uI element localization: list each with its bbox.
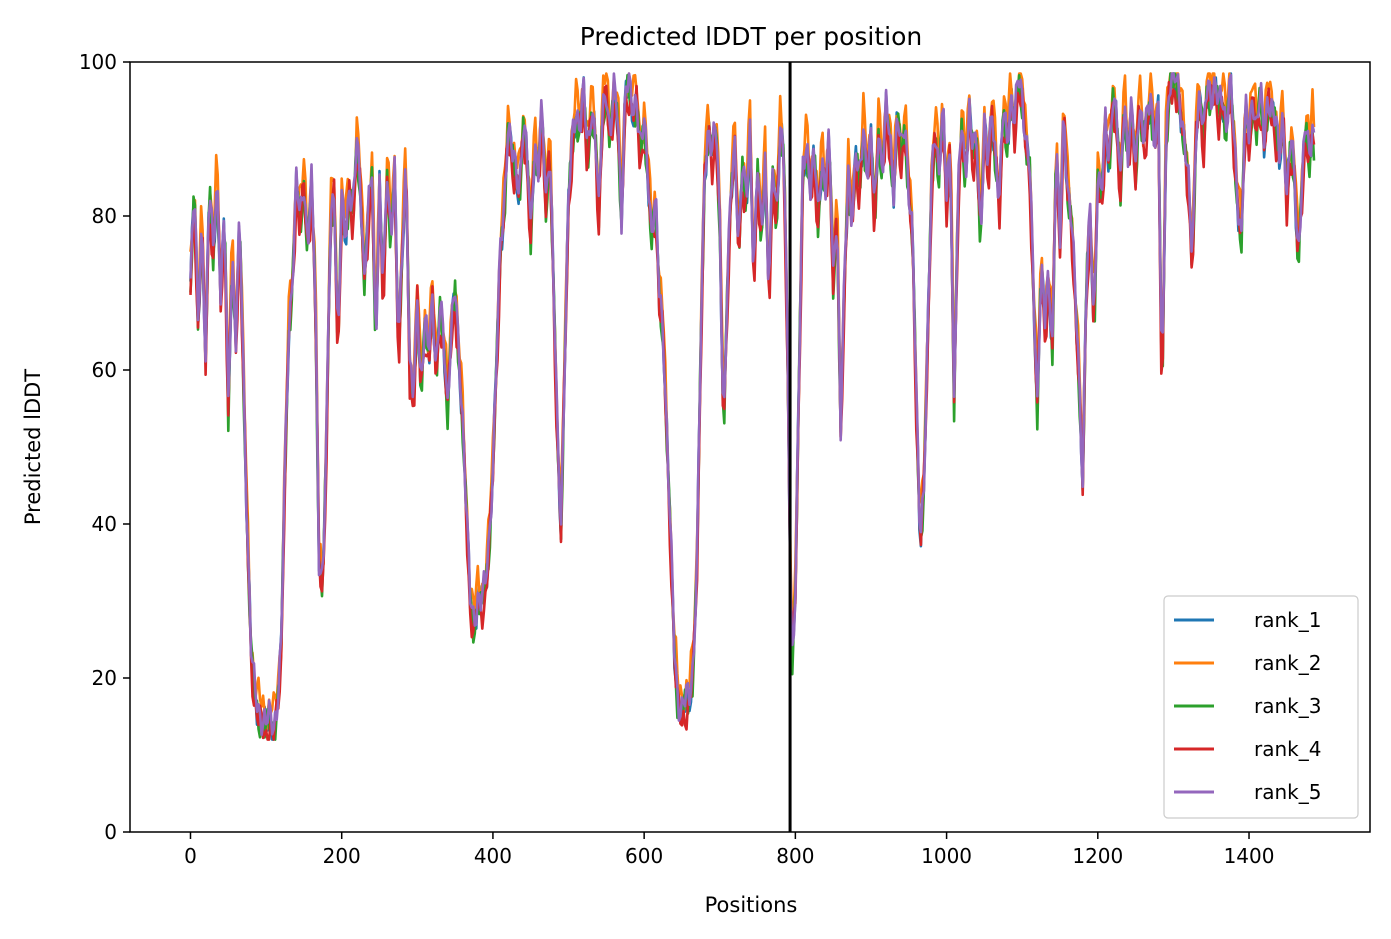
y-tick-label: 0 xyxy=(104,820,117,844)
y-axis-label: Predicted lDDT xyxy=(21,369,45,525)
y-tick-label: 80 xyxy=(92,204,117,228)
legend-label-rank_4: rank_4 xyxy=(1254,737,1321,761)
legend-box xyxy=(1163,595,1359,819)
x-axis-label: Positions xyxy=(705,893,798,917)
legend-label-rank_2: rank_2 xyxy=(1254,651,1321,675)
x-tick-label: 0 xyxy=(184,844,197,868)
series-line-rank_5 xyxy=(189,72,1316,737)
x-tick-label: 1200 xyxy=(1072,844,1123,868)
y-tick-label: 60 xyxy=(92,358,117,382)
x-tick-label: 1400 xyxy=(1224,844,1275,868)
legend-label-rank_5: rank_5 xyxy=(1254,780,1321,804)
x-tick-label: 1000 xyxy=(921,844,972,868)
chart-title: Predicted lDDT per position xyxy=(580,22,922,51)
series-layer xyxy=(189,72,1316,741)
x-tick-label: 400 xyxy=(474,844,512,868)
x-tick-label: 800 xyxy=(776,844,814,868)
y-axis: 0 20 40 60 80 100 xyxy=(79,50,130,844)
legend: rank_1 rank_2 rank_3 rank_4 rank_5 xyxy=(1163,595,1359,819)
legend-label-rank_3: rank_3 xyxy=(1254,694,1321,718)
y-tick-label: 100 xyxy=(79,50,117,74)
x-tick-label: 200 xyxy=(323,844,361,868)
plot-frame xyxy=(129,61,1371,833)
legend-label-rank_1: rank_1 xyxy=(1254,608,1321,632)
x-axis: 0 200 400 600 800 1000 1200 1400 xyxy=(184,832,1274,868)
y-tick-label: 20 xyxy=(92,666,117,690)
y-tick-label: 40 xyxy=(92,512,117,536)
x-tick-label: 600 xyxy=(625,844,663,868)
